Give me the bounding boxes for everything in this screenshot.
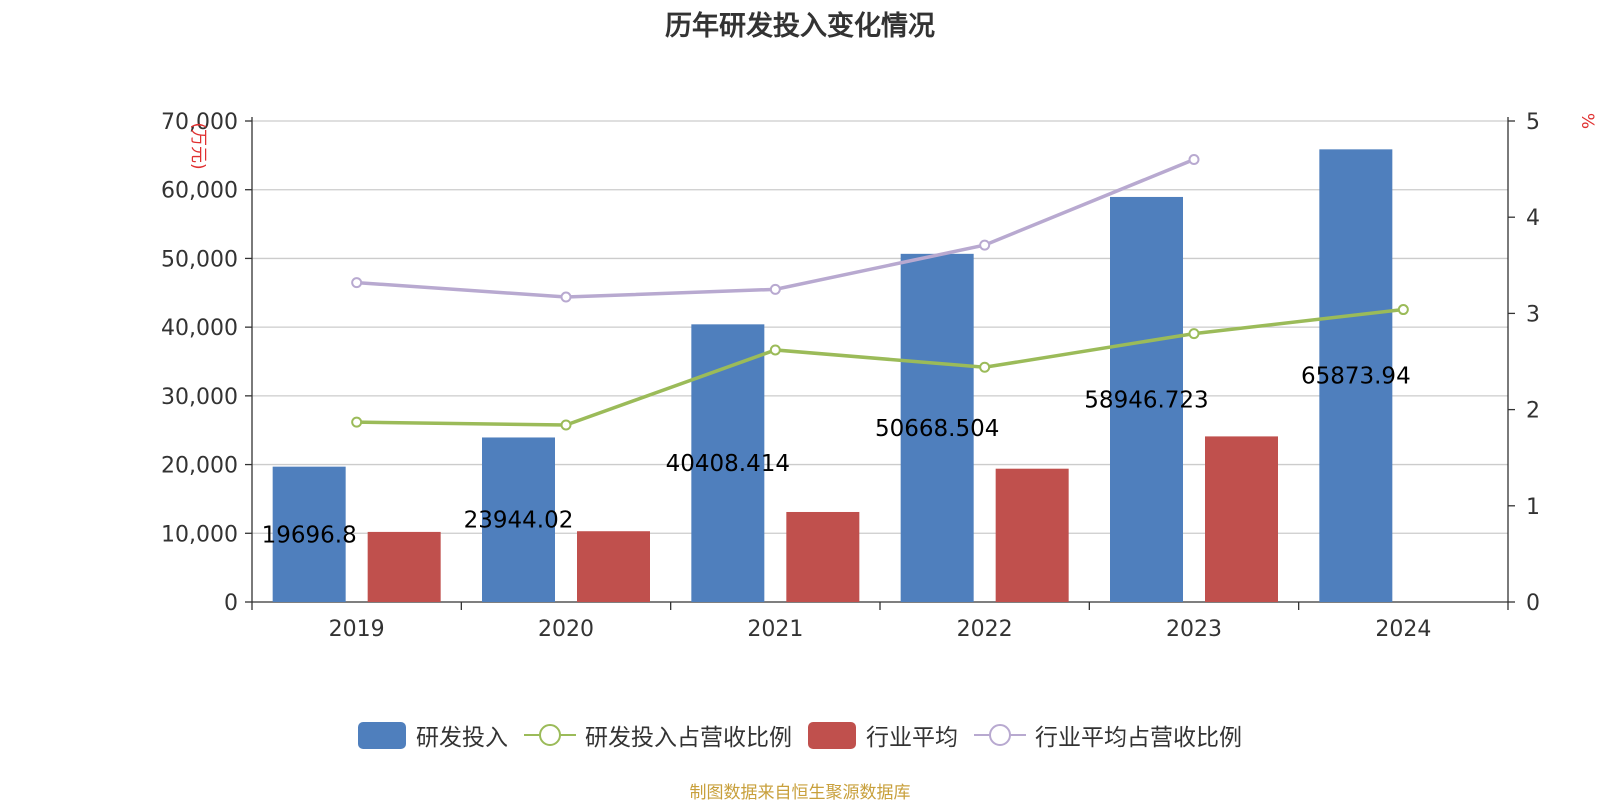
line-point — [1188, 328, 1200, 340]
source-note: 制图数据来自恒生聚源数据库 — [689, 783, 911, 803]
chart-legend: 研发投入 研发投入占营收比例 行业平均 行业平均占营收比例 — [0, 718, 1600, 752]
legend-item-industry-average[interactable]: 行业平均 — [808, 718, 958, 752]
line-point — [769, 344, 781, 356]
y-right-unit-label: % — [1577, 113, 1597, 129]
bar-2020 — [577, 531, 650, 602]
y-right-tick-label: 1 — [1526, 495, 1540, 520]
series-line — [356, 157, 1195, 299]
bar-2019 — [272, 466, 346, 602]
y-left-tick-label: 30,000 — [161, 385, 238, 410]
legend-bar-swatch-icon — [808, 721, 856, 749]
bar-2021 — [691, 324, 765, 602]
x-tick-label: 2024 — [1375, 617, 1431, 642]
legend-label: 研发投入 — [416, 725, 508, 751]
y-right-tick-label: 3 — [1526, 302, 1540, 327]
bar-2023 — [1205, 436, 1278, 602]
bar-2022 — [900, 253, 974, 602]
line-point — [979, 361, 991, 373]
y-right-tick-label: 0 — [1526, 591, 1540, 616]
legend-label: 行业平均 — [866, 725, 958, 751]
chart-plot: 0 10,000 20,000 30,000 40,000 50,000 60,000 70,… — [161, 110, 1597, 642]
line-point — [979, 239, 991, 251]
chart-title: 历年研发投入变化情况 — [665, 11, 935, 42]
y-left-tick-label: 60,000 — [161, 179, 238, 204]
data-label: 40408.414 — [666, 451, 790, 477]
y-left-tick-label: 10,000 — [161, 522, 238, 547]
bar-2021 — [786, 511, 860, 602]
legend-line-swatch-icon — [524, 724, 576, 746]
legend-item-industry-ratio[interactable]: 行业平均占营收比例 — [974, 718, 1242, 752]
line-point — [1397, 304, 1409, 316]
bar-2024 — [1319, 149, 1393, 602]
line-point — [560, 419, 572, 431]
y-left-tick-label: 0 — [224, 591, 238, 616]
bar-2022 — [995, 468, 1069, 602]
data-label: 65873.94 — [1301, 364, 1411, 390]
legend-bar-swatch-icon — [358, 721, 406, 749]
y-right-tick-label: 4 — [1526, 206, 1540, 231]
legend-line-swatch-icon — [974, 724, 1026, 746]
x-tick-label: 2019 — [329, 617, 385, 642]
bar-2020 — [482, 437, 555, 602]
y-left-tick-label: 70,000 — [161, 110, 238, 135]
y-right-tick-label: 5 — [1526, 110, 1540, 135]
data-label: 19696.8 — [262, 522, 357, 548]
data-label: 50668.504 — [875, 416, 999, 442]
y-left-tick-label: 20,000 — [161, 454, 238, 479]
data-label: 58946.723 — [1084, 387, 1208, 413]
line-point — [351, 416, 363, 428]
legend-label: 研发投入占营收比例 — [585, 725, 792, 751]
x-tick-label: 2023 — [1166, 617, 1222, 642]
line-point — [560, 291, 572, 303]
y-left-tick-label: 40,000 — [161, 316, 238, 341]
y-left-tick-label: 50,000 — [161, 247, 238, 272]
legend-item-rd-investment[interactable]: 研发投入 — [358, 718, 508, 752]
line-point — [769, 283, 781, 295]
legend-item-rd-ratio[interactable]: 研发投入占营收比例 — [524, 718, 792, 752]
y-left-unit-label: (万元) — [188, 122, 208, 169]
legend-label: 行业平均占营收比例 — [1035, 725, 1242, 751]
x-tick-label: 2021 — [747, 617, 803, 642]
data-label: 23944.02 — [464, 508, 574, 534]
bar-2023 — [1110, 196, 1183, 603]
line-point — [1188, 153, 1200, 165]
x-tick-label: 2022 — [957, 617, 1013, 642]
x-tick-label: 2020 — [538, 617, 594, 642]
line-point — [351, 277, 363, 289]
y-right-tick-label: 2 — [1526, 399, 1540, 424]
bar-2019 — [367, 531, 441, 602]
series-line — [356, 307, 1404, 427]
